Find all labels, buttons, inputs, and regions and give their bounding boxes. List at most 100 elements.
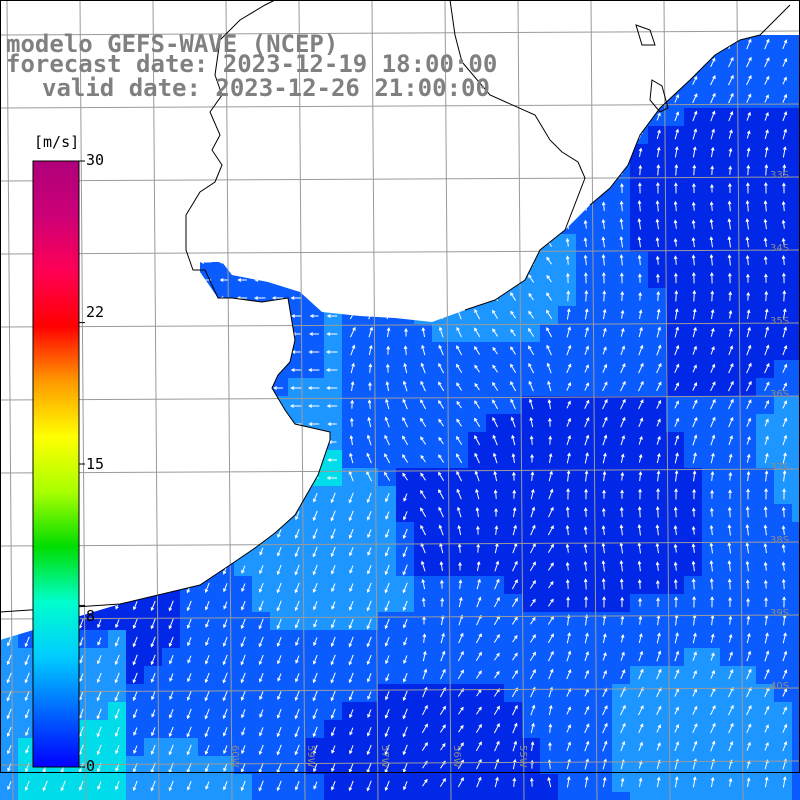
wind-cell [756,558,774,576]
wind-arrow [656,164,661,176]
wind-arrow [312,601,318,611]
wind-arrow [602,363,608,373]
wind-cell [180,144,198,162]
wind-cell [720,684,738,702]
wind-cell [450,540,468,558]
wind-arrow [727,200,732,212]
wind-cell [558,486,576,504]
wind-cell [90,270,108,288]
wind-cell [576,234,594,252]
wind-cell [162,306,180,324]
wind-arrow [476,776,482,788]
wind-cell [612,360,630,378]
wind-arrow [746,164,751,176]
wind-cell [522,702,540,720]
wind-arrow [458,706,464,715]
wind-cell [198,702,216,720]
wind-arrow [764,129,769,140]
wind-arrow [326,314,338,318]
wind-arrow [584,289,589,302]
wind-cell [540,36,558,54]
wind-cell [666,720,684,738]
wind-cell [756,54,774,72]
wind-cell [558,432,576,450]
wind-arrow [21,134,31,138]
wind-cell [306,288,324,306]
wind-arrow [728,633,733,643]
wind-cell [324,594,342,612]
wind-cell [576,432,594,450]
wind-cell [792,576,800,594]
wind-arrow [510,236,516,248]
wind-arrow [21,98,31,102]
wind-arrow [367,529,372,539]
wind-arrow [199,386,212,390]
wind-cell [324,432,342,450]
wind-cell [756,414,774,432]
wind-arrow [709,254,714,266]
wind-cell [702,198,720,216]
wind-cell [396,144,414,162]
wind-cell [774,558,792,576]
wind-arrow [492,346,498,355]
wind-cell [216,432,234,450]
wind-arrow [310,27,319,30]
wind-cell [306,684,324,702]
wind-arrow [457,147,464,158]
wind-cell [414,558,432,576]
wind-cell [720,72,738,90]
wind-cell [648,144,666,162]
wind-arrow [240,528,246,540]
wind-arrow [273,188,283,192]
wind-cell [396,0,414,18]
wind-cell [414,720,432,738]
wind-cell [324,0,342,18]
wind-arrow [20,296,31,300]
wind-arrow [456,418,462,427]
wind-arrow [457,290,462,302]
wind-cell [540,414,558,432]
wind-arrow [222,672,228,684]
wind-cell [720,216,738,234]
wind-arrow [655,579,660,589]
wind-cell [594,432,612,450]
wind-arrow [276,564,282,576]
wind-cell [684,630,702,648]
wind-arrow [727,542,732,554]
wind-arrow [602,633,607,644]
wind-arrow [309,134,319,138]
wind-arrow [4,9,13,12]
wind-cell [756,162,774,180]
wind-arrow [6,745,12,755]
wind-arrow [728,56,734,68]
latitude-label: 33S [770,170,789,181]
wind-cell [576,774,594,792]
wind-cell [720,360,738,378]
wind-arrow [368,381,372,391]
wind-cell [738,198,756,216]
wind-cell [774,414,792,432]
wind-arrow [494,146,499,158]
wind-arrow [728,129,733,140]
wind-arrow [402,453,409,463]
wind-arrow [93,332,103,336]
wind-arrow [132,709,138,719]
wind-cell [684,0,702,18]
wind-arrow [727,218,732,230]
wind-arrow [728,686,734,698]
wind-arrow [308,440,320,444]
wind-cell [54,774,72,792]
wind-cell [738,72,756,90]
wind-cell [738,630,756,648]
colorbar-tick-8: 8 [86,607,96,625]
wind-arrow [474,400,481,409]
wind-cell [288,162,306,180]
wind-cell [216,324,234,342]
wind-cell [270,504,288,522]
wind-cell [360,504,378,522]
wind-cell [630,684,648,702]
wind-arrow [710,183,714,193]
wind-arrow [349,274,356,283]
wind-arrow [384,780,390,792]
wind-arrow [168,636,174,648]
